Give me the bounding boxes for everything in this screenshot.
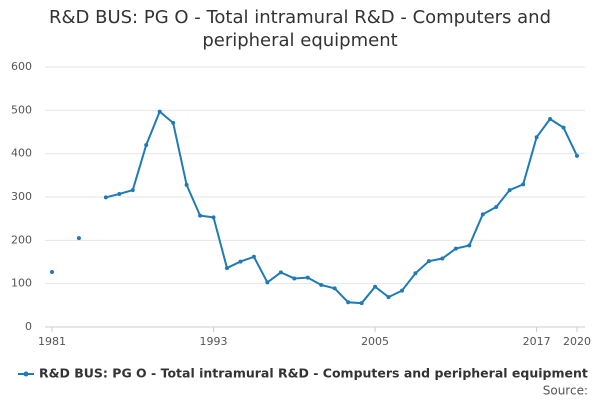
data-point bbox=[103, 195, 108, 200]
data-point bbox=[521, 182, 526, 187]
data-point bbox=[292, 276, 297, 281]
data-point bbox=[494, 204, 499, 209]
data-point bbox=[480, 212, 485, 217]
series-line bbox=[105, 109, 578, 305]
x-tick-label: 2020 bbox=[563, 335, 591, 348]
data-point bbox=[386, 295, 391, 300]
y-tick-label: 400 bbox=[11, 147, 32, 160]
data-point bbox=[130, 188, 135, 193]
data-point bbox=[467, 243, 472, 248]
y-tick-label: 300 bbox=[11, 190, 32, 203]
data-point bbox=[50, 269, 54, 274]
data-point bbox=[332, 286, 337, 291]
y-tick-label: 0 bbox=[25, 320, 32, 333]
data-point bbox=[534, 135, 539, 140]
data-point bbox=[238, 259, 243, 264]
data-point bbox=[561, 125, 566, 130]
y-tick-label: 100 bbox=[11, 277, 32, 290]
legend-swatch-dot bbox=[23, 371, 29, 377]
data-point bbox=[346, 300, 351, 305]
y-tick-label: 500 bbox=[11, 103, 32, 116]
data-point bbox=[117, 191, 122, 196]
data-point bbox=[198, 213, 203, 218]
data-point bbox=[413, 271, 418, 276]
data-point bbox=[144, 143, 149, 147]
data-point bbox=[157, 109, 162, 114]
data-point bbox=[225, 266, 229, 271]
legend-label: R&D BUS: PG O - Total intramural R&D - C… bbox=[39, 366, 588, 381]
data-point bbox=[171, 120, 176, 125]
data-point bbox=[440, 256, 445, 261]
data-point bbox=[373, 284, 378, 289]
data-point bbox=[319, 282, 324, 287]
x-tick-label: 2017 bbox=[523, 335, 551, 348]
data-point bbox=[359, 301, 364, 306]
data-point bbox=[453, 246, 458, 251]
x-tick-label: 1981 bbox=[38, 335, 66, 348]
data-point bbox=[305, 275, 310, 280]
x-tick-label: 2005 bbox=[361, 335, 389, 348]
data-point bbox=[265, 280, 270, 285]
data-point bbox=[548, 117, 553, 121]
data-point bbox=[400, 288, 404, 293]
chart-title: R&D BUS: PG O - Total intramural R&D - C… bbox=[48, 7, 552, 51]
y-tick-label: 600 bbox=[11, 60, 32, 73]
data-point bbox=[278, 270, 283, 275]
x-tick-label: 1993 bbox=[200, 335, 228, 348]
data-point bbox=[507, 188, 512, 193]
data-point bbox=[426, 259, 431, 264]
source: Source: bbox=[543, 384, 588, 398]
data-point bbox=[251, 254, 256, 259]
data-point bbox=[211, 215, 216, 220]
data-point bbox=[575, 153, 579, 158]
data-point bbox=[76, 236, 81, 241]
y-tick-label: 200 bbox=[11, 233, 32, 246]
data-point bbox=[184, 182, 189, 187]
